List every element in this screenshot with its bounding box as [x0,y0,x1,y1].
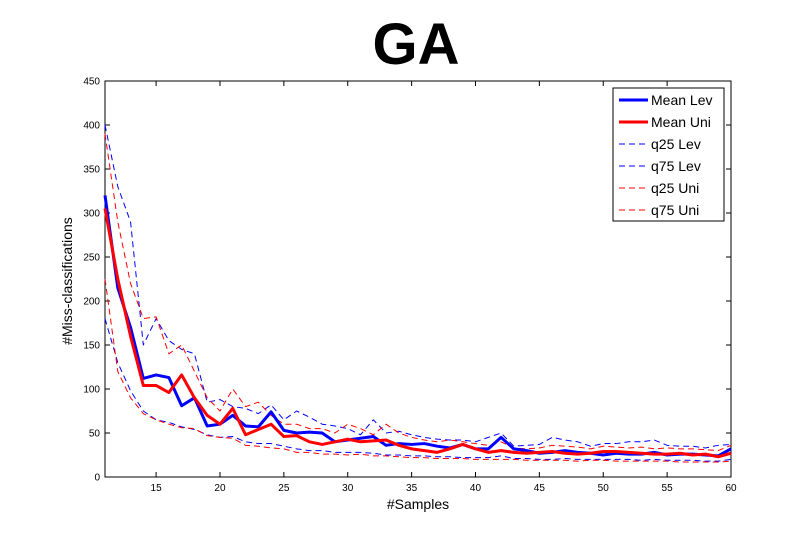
legend: Mean Lev Mean Uni q25 Lev q75 Lev q25 Uni q75… [612,87,725,222]
y-tick-label: 300 [83,209,100,220]
series-line-mean-lev [103,195,732,458]
series-line-q25-uni [104,278,732,463]
legend-label: Mean Uni [651,114,711,130]
x-axis-title: #Samples [387,496,449,512]
y-tick-label: 250 [83,253,100,264]
x-tick-label: 35 [406,483,418,494]
y-tick-label: 100 [83,385,100,396]
legend-label: Mean Lev [651,92,712,108]
legend-label: q75 Uni [651,202,699,218]
x-tick-label: 55 [662,483,674,494]
y-tick-label: 450 [83,77,100,88]
series-layer [103,124,732,463]
y-tick-label: 350 [83,165,100,176]
series-line-q75-lev [104,124,732,449]
x-tick-label: 40 [470,483,482,494]
y-axis-ticks: 0 50 100 150 200 250 300 350 400 450 [83,77,731,484]
x-tick-label: 25 [278,483,290,494]
legend-label: q25 Lev [651,136,701,152]
x-tick-label: 20 [214,483,226,494]
series-line-q25-lev [104,318,732,462]
legend-label: q25 Uni [651,180,699,196]
x-tick-label: 60 [725,483,737,494]
y-tick-label: 50 [89,429,101,440]
x-tick-label: 45 [534,483,546,494]
x-tick-label: 30 [342,483,354,494]
y-tick-label: 0 [94,473,100,484]
y-axis-title: #Miss-classifications [59,217,75,345]
x-tick-label: 15 [151,483,163,494]
series-line-mean-uni [103,208,732,459]
y-tick-label: 200 [83,297,100,308]
legend-label: q75 Lev [651,158,701,174]
x-tick-label: 50 [598,483,610,494]
legend-box [612,87,725,222]
y-tick-label: 150 [83,341,100,352]
chart-title: GA [373,12,460,77]
x-axis-ticks: 15 20 25 30 35 40 45 50 55 60 [151,81,737,494]
y-tick-label: 400 [83,121,100,132]
